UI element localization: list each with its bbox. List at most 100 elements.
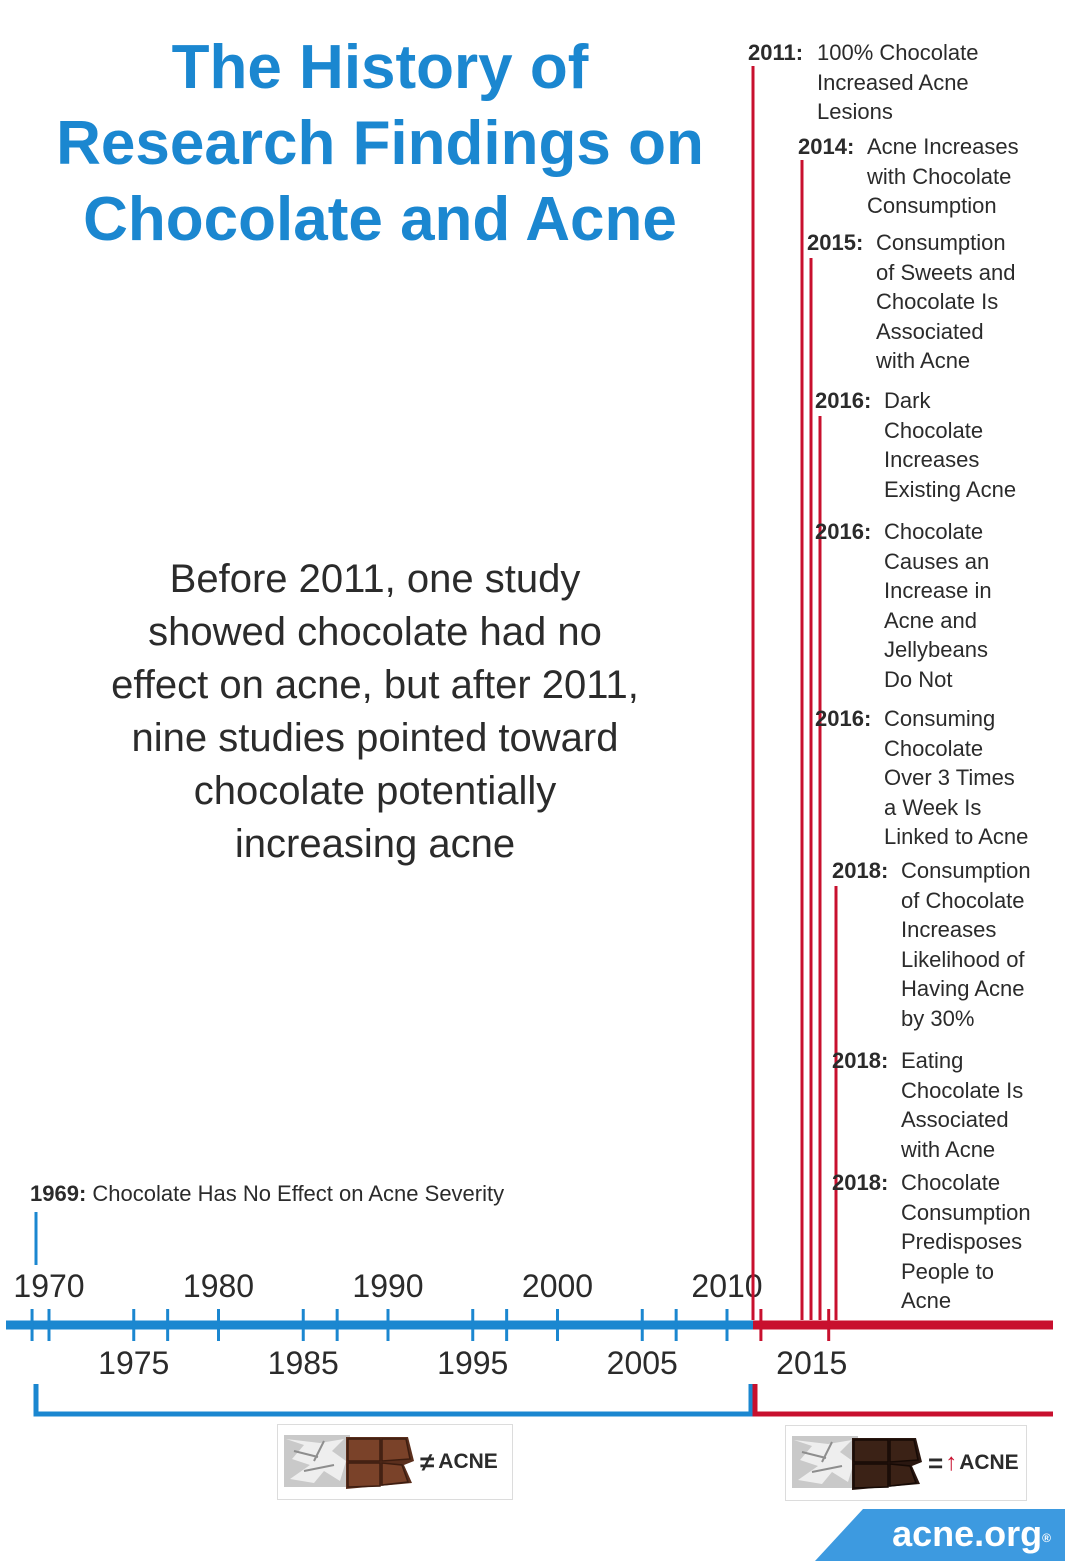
increase-arrow-icon: ↑	[945, 1449, 958, 1476]
event-title-line: Increase in	[884, 578, 992, 604]
not-equal-symbol: ≠	[420, 1446, 435, 1477]
summary-line: nine studies pointed toward	[131, 716, 619, 760]
event-title: 100% Chocolate Increased Acne Lesions	[748, 38, 978, 127]
event-2011: 2011: 100% Chocolate Increased Acne Lesions	[748, 38, 978, 127]
event-title-line: Chocolate	[901, 1170, 1001, 1195]
event-year: 2016:	[815, 519, 872, 544]
event-title-line: Acne and	[884, 607, 977, 633]
event-year: 2015:	[807, 230, 864, 255]
no-acne-badge: ≠ ACNE	[277, 1424, 513, 1500]
registered-mark: ®	[1042, 1531, 1051, 1545]
logo-text: acne.org	[892, 1513, 1043, 1554]
summary-line: effect on acne, but after 2011,	[111, 663, 639, 707]
event-title-line: Increases	[901, 917, 997, 943]
event-2016: 2016: Chocolate Causes an Increase in Acne a…	[815, 517, 992, 695]
title-line: The History of	[171, 33, 589, 102]
event-title-line: Consumption	[867, 193, 997, 219]
title-line: Research Findings on	[56, 109, 704, 178]
event-title-line: Linked to Acne	[884, 824, 1029, 850]
event-title-line: Chocolate Is	[901, 1077, 1024, 1103]
tick-label-1980: 1980	[183, 1268, 254, 1304]
event-title-line: Acne	[901, 1288, 952, 1314]
event-year: 2016:	[815, 706, 872, 731]
event-title: Consumption of Chocolate Increases Likeliho…	[832, 856, 1031, 1034]
event-title-line: Jellybeans	[884, 637, 988, 663]
event-year: 2016:	[815, 388, 872, 413]
event-title-line: of Chocolate	[901, 887, 1025, 913]
event-title-line: Chocolate	[884, 519, 984, 544]
event-1969: 1969: Chocolate Has No Effect on Acne Se…	[30, 1181, 504, 1207]
event-title-line: a Week Is	[884, 794, 982, 820]
event-title-line: Having Acne	[901, 976, 1025, 1002]
acne-word: ACNE	[959, 1451, 1019, 1474]
event-title-line: Consumption	[901, 1199, 1031, 1225]
event-title-line: Over 3 Times	[884, 765, 1015, 791]
acne-org-logo: acne.org®	[892, 1513, 1051, 1555]
event-2015: 2015: Consumption of Sweets and Chocolate I…	[807, 228, 1015, 376]
tick-label-2015: 2015	[776, 1345, 847, 1381]
tick-label-1985: 1985	[268, 1345, 339, 1381]
event-title-line: Associated	[901, 1107, 1009, 1133]
event-title-line: by 30%	[901, 1005, 975, 1031]
bracket-after-2011	[752, 1384, 1053, 1417]
event-title-line: Chocolate	[884, 417, 984, 443]
event-title-line: Consumption	[876, 230, 1006, 255]
event-year: 2018:	[832, 1048, 889, 1073]
tick-label-1970: 1970	[13, 1268, 84, 1304]
event-title: Dark Chocolate Increases Existing Acne	[815, 386, 1016, 504]
event-title-line: Do Not	[884, 666, 953, 692]
logo-banner	[815, 1509, 1065, 1561]
event-title-line: Chocolate Is	[876, 289, 999, 315]
event-title-line: with Acne	[901, 1136, 996, 1162]
tick-label-1975: 1975	[98, 1345, 169, 1381]
event-2018: 2018: Consumption of Chocolate Increases Lik…	[832, 856, 1031, 1034]
event-title-line: Increased Acne	[817, 69, 969, 95]
chocolate-bar-icon	[284, 1435, 414, 1489]
event-title-line: with Acne	[876, 348, 971, 374]
event-title-line: Predisposes	[901, 1229, 1023, 1255]
event-title: Consuming Chocolate Over 3 Times a Week Is L…	[815, 704, 1028, 852]
event-title: Chocolate Has No Effect on Acne Severity	[92, 1181, 505, 1206]
event-title-line: Consumption	[901, 858, 1031, 883]
tick-label-2000: 2000	[522, 1268, 593, 1304]
event-title: Chocolate Causes an Increase in Acne and Jel…	[815, 517, 992, 695]
event-title-line: with Chocolate	[867, 163, 1012, 189]
dark-chocolate-bar-icon	[792, 1436, 922, 1490]
event-title-line: Chocolate	[884, 735, 984, 761]
event-title-line: of Sweets and	[876, 259, 1016, 285]
more-acne-badge: = ↑ ACNE	[785, 1425, 1027, 1501]
event-title-line: Lesions	[817, 99, 893, 125]
summary-line: showed chocolate had no	[148, 610, 602, 654]
event-title: Chocolate Consumption Predisposes People to…	[832, 1168, 1031, 1316]
event-2014: 2014: Acne Increases with Chocolate Consump…	[798, 132, 1019, 221]
event-2018: 2018: Eating Chocolate Is Associated with Ac…	[832, 1046, 1023, 1164]
event-2018: 2018: Chocolate Consumption Predisposes Peop…	[832, 1168, 1031, 1316]
event-title-line: People to	[901, 1258, 994, 1284]
event-2016: 2016: Dark Chocolate Increases Existing Acne	[815, 386, 1016, 504]
event-title: Consumption of Sweets and Chocolate Is Asso…	[807, 228, 1015, 376]
page-title: The History of Research Findings on Choc…	[20, 30, 740, 258]
event-title: Acne Increases with Chocolate Consumption	[798, 132, 1019, 221]
tick-label-1995: 1995	[437, 1345, 508, 1381]
tick-label-2005: 2005	[607, 1345, 678, 1381]
event-title-line: Consuming	[884, 706, 996, 731]
event-title-line: Associated	[876, 318, 984, 344]
event-title-line: Likelihood of	[901, 946, 1025, 972]
event-title-line: Increases	[884, 447, 980, 473]
event-year: 2011:	[748, 40, 804, 65]
acne-word: ACNE	[438, 1450, 498, 1473]
bracket-before-2011	[33, 1384, 754, 1417]
title-line: Chocolate and Acne	[83, 185, 677, 254]
event-year: 2018:	[832, 1170, 889, 1195]
event-title-line: Causes an	[884, 548, 990, 574]
event-title: Eating Chocolate Is Associated with Acne	[832, 1046, 1023, 1164]
summary-text: Before 2011, one study showed chocolate …	[40, 553, 710, 871]
summary-line: increasing acne	[234, 822, 516, 866]
event-title-line: Dark	[884, 388, 931, 413]
event-title-line: Eating	[901, 1048, 964, 1073]
event-title-line: 100% Chocolate	[817, 40, 979, 65]
event-title-line: Existing Acne	[884, 476, 1017, 502]
tick-label-1990: 1990	[352, 1268, 423, 1304]
summary-line: Before 2011, one study	[169, 557, 581, 601]
